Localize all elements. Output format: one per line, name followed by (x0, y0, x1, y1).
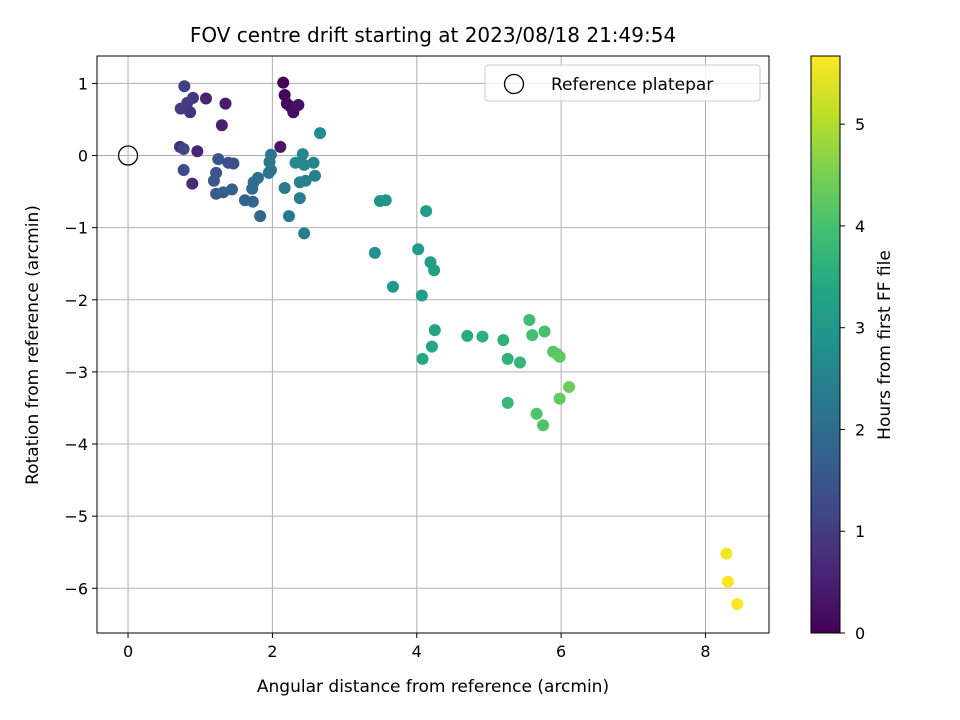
scatter-point (501, 352, 514, 365)
scatter-point (254, 210, 267, 223)
scatter-point (386, 280, 399, 293)
scatter-point (186, 177, 199, 190)
scatter-point (428, 264, 441, 277)
scatter-point (277, 76, 290, 89)
scatter-point (314, 127, 327, 140)
legend-box (484, 64, 761, 102)
scatter-point (212, 153, 225, 166)
scatter-point (720, 547, 733, 560)
y-tick-label: −5 (64, 507, 88, 526)
x-axis-label: Angular distance from reference (arcmin) (257, 677, 609, 697)
scatter-point (537, 419, 550, 432)
colorbar-tick-label: 3 (855, 319, 865, 338)
y-tick-label: −3 (64, 363, 88, 382)
y-tick-label: −6 (64, 579, 88, 598)
legend: Reference platepar (484, 64, 761, 102)
scatter-point (416, 352, 429, 365)
colorbar-ticks: 0 1 2 3 4 5 (840, 115, 865, 643)
scatter-point (298, 227, 311, 240)
reference-platepar-marker (117, 145, 139, 166)
chart-title: FOV centre drift starting at 2023/08/18 … (190, 23, 676, 47)
x-tick-label: 4 (412, 642, 422, 661)
scatter-point (415, 289, 428, 302)
scatter-point (278, 181, 291, 194)
scatter-point (174, 102, 187, 115)
colorbar-tick-label: 4 (855, 217, 865, 236)
legend-marker (503, 73, 525, 95)
scatter-point (513, 356, 526, 369)
y-tick-label: 1 (78, 74, 88, 93)
scatter-point (308, 169, 321, 182)
scatter-point (296, 148, 309, 161)
colorbar-tick-label: 1 (855, 522, 865, 541)
scatter-point (215, 119, 228, 132)
scatter-point (299, 174, 312, 187)
colorbar-tick-label: 2 (855, 420, 865, 439)
grid (97, 56, 769, 633)
scatter-point (178, 80, 191, 93)
scatter-point (274, 140, 287, 153)
plot-frame (96, 55, 770, 634)
scatter-point (177, 163, 190, 176)
y-tick-label: −2 (64, 291, 88, 310)
scatter-point (412, 243, 425, 256)
legend-label: Reference platepar (551, 75, 713, 95)
scatter-point (292, 99, 305, 112)
colorbar (810, 55, 841, 634)
y-tick-label: −4 (64, 435, 88, 454)
colorbar-label: Hours from first FF file (875, 250, 895, 440)
scatter-point (523, 313, 536, 326)
y-tick-label: −1 (64, 219, 88, 238)
scatter-point (563, 381, 576, 394)
scatter-point (184, 106, 197, 119)
scatter-point (497, 334, 510, 347)
scatter-point (293, 192, 306, 205)
scatter-point (501, 396, 514, 409)
y-axis-label: Rotation from reference (arcmin) (23, 205, 43, 485)
scatter-point (526, 329, 539, 342)
scatter-point (199, 92, 212, 105)
axis-ticks: 0 2 4 6 810−1−2−3−4−5−6 (64, 74, 710, 661)
scatter-point (191, 145, 204, 158)
scatter-point (177, 143, 190, 156)
scatter-point (246, 195, 259, 208)
scatter-point (553, 350, 566, 363)
scatter-point (425, 340, 438, 353)
scatter-point (207, 174, 220, 187)
scatter-point (219, 97, 232, 110)
scatter-point (251, 171, 264, 184)
scatter-point (538, 325, 551, 338)
scatter-point (721, 575, 734, 588)
scatter-point (368, 246, 381, 259)
scatter-point (731, 598, 744, 611)
scatter-point (227, 157, 240, 170)
x-tick-label: 2 (267, 642, 277, 661)
scatter-point (307, 156, 320, 169)
scatter-point (289, 156, 302, 169)
scatter-point (420, 205, 433, 218)
scatter-point (530, 407, 543, 420)
colorbar-tick-label: 0 (855, 624, 865, 643)
y-tick-label: 0 (78, 147, 88, 166)
scatter-point (428, 324, 441, 337)
colorbar-tick-label: 5 (855, 115, 865, 134)
scatter-point (283, 210, 295, 223)
data-points (174, 76, 744, 611)
scatter-point (553, 392, 566, 405)
scatter-point (264, 148, 277, 161)
x-tick-label: 6 (556, 642, 566, 661)
x-tick-label: 0 (123, 642, 133, 661)
scatter-point (225, 183, 238, 196)
scatter-point (379, 194, 392, 207)
scatter-point (476, 330, 489, 343)
scatter-point (461, 329, 474, 342)
x-tick-label: 8 (700, 642, 710, 661)
